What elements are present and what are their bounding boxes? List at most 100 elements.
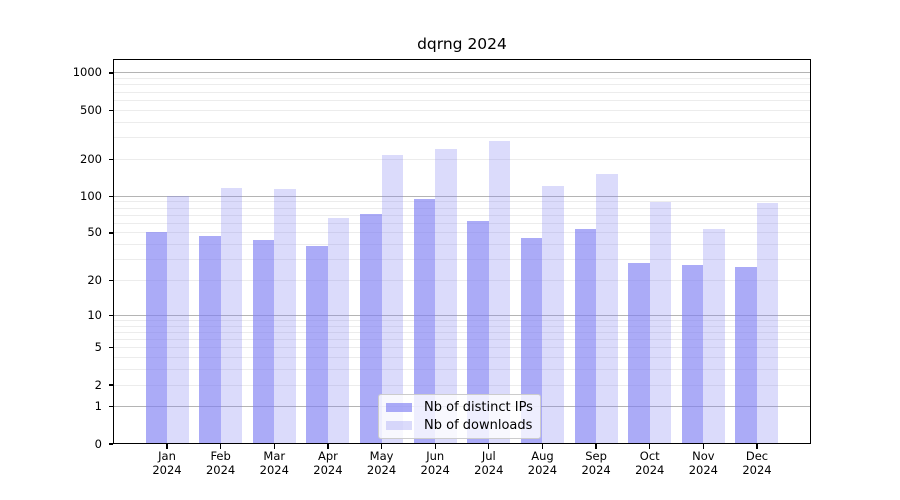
bar-downloads (488, 140, 511, 444)
gridline-minor (113, 384, 811, 386)
y-tick-label: 5 (94, 340, 102, 355)
legend-swatch-ips (386, 402, 412, 413)
bar-downloads (327, 218, 350, 444)
gridline-minor (113, 244, 811, 246)
y-tick-label: 50 (87, 225, 102, 240)
gridline-major (113, 195, 811, 197)
x-tickmark (166, 444, 168, 449)
bar-downloads (756, 202, 779, 444)
y-tick-label: 2 (94, 377, 102, 392)
x-tick-label: Oct 2024 (635, 449, 665, 477)
gridline-minor (113, 259, 811, 261)
y-tick-label: 1 (94, 399, 102, 414)
y-tick-label: 20 (87, 273, 102, 287)
gridline-minor (113, 222, 811, 224)
gridline-minor (113, 214, 811, 216)
x-tick-label: Jun 2024 (420, 449, 450, 477)
y-tick-label: 0 (94, 436, 102, 451)
x-tickmark (541, 444, 544, 449)
bar-distinct-ips (306, 245, 328, 444)
y-tickmark (108, 158, 113, 160)
gridline-minor (113, 319, 811, 321)
gridline-minor (113, 84, 811, 86)
x-tickmark (488, 444, 490, 449)
gridline-major (113, 314, 811, 316)
bar-downloads (596, 174, 618, 444)
y-tickmark (108, 443, 113, 445)
x-tickmark (756, 444, 758, 449)
x-tick-label: Feb 2024 (205, 449, 236, 477)
x-tick-label: Jan 2024 (152, 449, 182, 477)
gridline-minor (113, 109, 811, 111)
bar-downloads (649, 201, 672, 444)
x-tick-label: Mar 2024 (259, 449, 289, 477)
x-tickmark (273, 444, 275, 449)
gridline-minor (113, 207, 811, 209)
legend-label-ips: Nb of distinct IPs (424, 400, 533, 415)
y-tickmark (108, 279, 113, 282)
bar-distinct-ips (360, 214, 382, 444)
gridline-minor (113, 357, 811, 359)
gridline-minor (113, 347, 811, 349)
bar-distinct-ips (413, 199, 436, 444)
gridline-minor (113, 121, 811, 123)
bar-distinct-ips (520, 238, 543, 444)
gridline-minor (113, 201, 811, 203)
gridline-minor (113, 369, 811, 371)
bar-distinct-ips (145, 231, 167, 444)
bar-distinct-ips (199, 236, 221, 444)
x-tick-label: Nov 2024 (688, 449, 718, 477)
gridline-minor (113, 280, 811, 281)
x-tick-label: May 2024 (366, 449, 397, 477)
plot-area (113, 59, 811, 444)
x-tickmark (219, 444, 222, 449)
x-tickmark (327, 444, 329, 449)
x-tickmark (434, 444, 436, 449)
gridline-minor (113, 325, 811, 327)
y-tickmark (108, 347, 113, 349)
legend: Nb of distinct IPs Nb of downloads (378, 394, 541, 439)
x-tick-label: Dec 2024 (742, 449, 772, 477)
bar-distinct-ips (574, 228, 597, 444)
bar-distinct-ips (628, 263, 650, 444)
gridline-minor (113, 158, 811, 160)
legend-swatch-downloads (386, 420, 412, 431)
x-tickmark (649, 444, 651, 449)
bar-downloads (435, 148, 457, 444)
gridline-major (113, 72, 811, 74)
x-tickmark (595, 444, 597, 449)
y-tickmark (108, 384, 113, 386)
x-tickmark (702, 444, 704, 449)
y-tick-label: 10 (87, 307, 102, 322)
gridline-minor (113, 339, 811, 340)
gridline-minor (113, 99, 811, 101)
x-tickmark (380, 444, 383, 449)
legend-item-downloads: Nb of downloads (386, 418, 532, 433)
gridline-minor (113, 232, 811, 234)
bar-distinct-ips (735, 267, 757, 444)
x-tick-label: Sep 2024 (581, 449, 611, 477)
y-tickmark (108, 232, 113, 234)
y-tick-label: 500 (80, 102, 102, 117)
bar-downloads (542, 186, 564, 444)
legend-item-distinct-ips: Nb of distinct IPs (386, 400, 533, 415)
chart-title: dqrng 2024 (417, 35, 507, 53)
x-tick-label: Apr 2024 (313, 449, 343, 477)
bar-distinct-ips (681, 265, 704, 444)
y-tickmark (108, 314, 113, 316)
y-tickmark (108, 109, 113, 111)
y-tickmark (108, 72, 113, 74)
y-tickmark (108, 406, 113, 408)
bar-downloads (167, 196, 189, 444)
bar-downloads (220, 188, 243, 444)
y-tickmark (108, 195, 113, 197)
gridline-minor (113, 331, 811, 333)
y-tick-label: 200 (80, 151, 102, 166)
x-tick-label: Jul 2024 (474, 449, 504, 477)
gridline-minor (113, 137, 811, 139)
bar-distinct-ips (252, 239, 275, 444)
legend-label-downloads: Nb of downloads (424, 418, 533, 433)
y-tick-label: 100 (80, 188, 102, 203)
gridline-minor (113, 78, 811, 80)
gridline-minor (113, 91, 811, 93)
